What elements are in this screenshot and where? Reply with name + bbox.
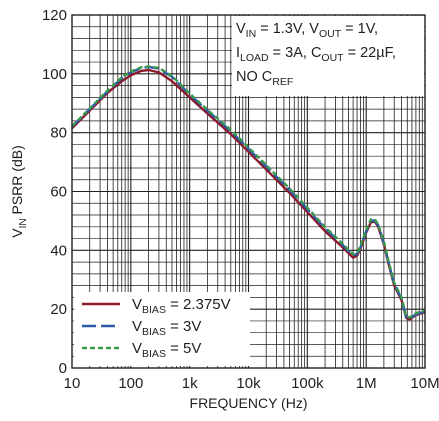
plot-frame [71,14,426,369]
y-axis-title: VIN PSRR (dB) [9,145,29,237]
series-line-2 [71,65,426,320]
legend-label-3: VBIAS = 5V [132,340,201,360]
data-series [71,65,426,321]
x-tick-label: 10 [64,375,81,392]
x-tick-label: 100k [291,375,324,392]
y-tick-label: 0 [59,360,67,377]
conditions-box: VIN = 1.3V, VOUT = 1V, ILOAD = 3A, COUT =… [232,16,424,96]
legend-label-2: VBIAS = 3V [132,318,201,338]
y-tick-label: 20 [50,301,67,318]
y-tick-label: 120 [42,7,67,24]
x-tick-label: 1M [356,375,377,392]
y-tick-label: 80 [50,125,67,142]
x-axis-title: FREQUENCY (Hz) [190,395,308,411]
x-tick-label: 1k [182,375,198,392]
x-tick-label: 10k [236,375,261,392]
condition-line: NO CREF [236,69,293,88]
legend-label-1: VBIAS = 2.375V [132,296,231,316]
tick-labels: 10 100 1k 10k 100k 1M 10M 0 20 40 60 80 100 120 [42,7,439,392]
y-tick-label: 60 [50,184,67,201]
conditions-background [232,16,424,96]
series-line-3 [71,65,426,319]
y-tick-label: 100 [42,66,67,83]
condition-line: VIN = 1.3V, VOUT = 1V, [236,21,378,40]
x-tick-label: 10M [410,375,439,392]
y-tick-label: 40 [50,242,67,259]
x-tick-label: 100 [118,375,143,392]
condition-line: ILOAD = 3A, COUT = 22µF, [236,45,396,64]
